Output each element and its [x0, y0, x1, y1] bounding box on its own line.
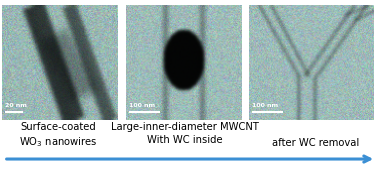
Text: Large-inner-diameter MWCNT
With WC inside: Large-inner-diameter MWCNT With WC insid… — [111, 122, 259, 145]
Text: 20 nm: 20 nm — [5, 103, 27, 108]
Text: 100 nm: 100 nm — [129, 103, 155, 108]
Text: 100 nm: 100 nm — [253, 103, 279, 108]
Text: after WC removal: after WC removal — [272, 138, 359, 148]
Text: Surface-coated
WO$_3$ nanowires: Surface-coated WO$_3$ nanowires — [19, 122, 98, 149]
